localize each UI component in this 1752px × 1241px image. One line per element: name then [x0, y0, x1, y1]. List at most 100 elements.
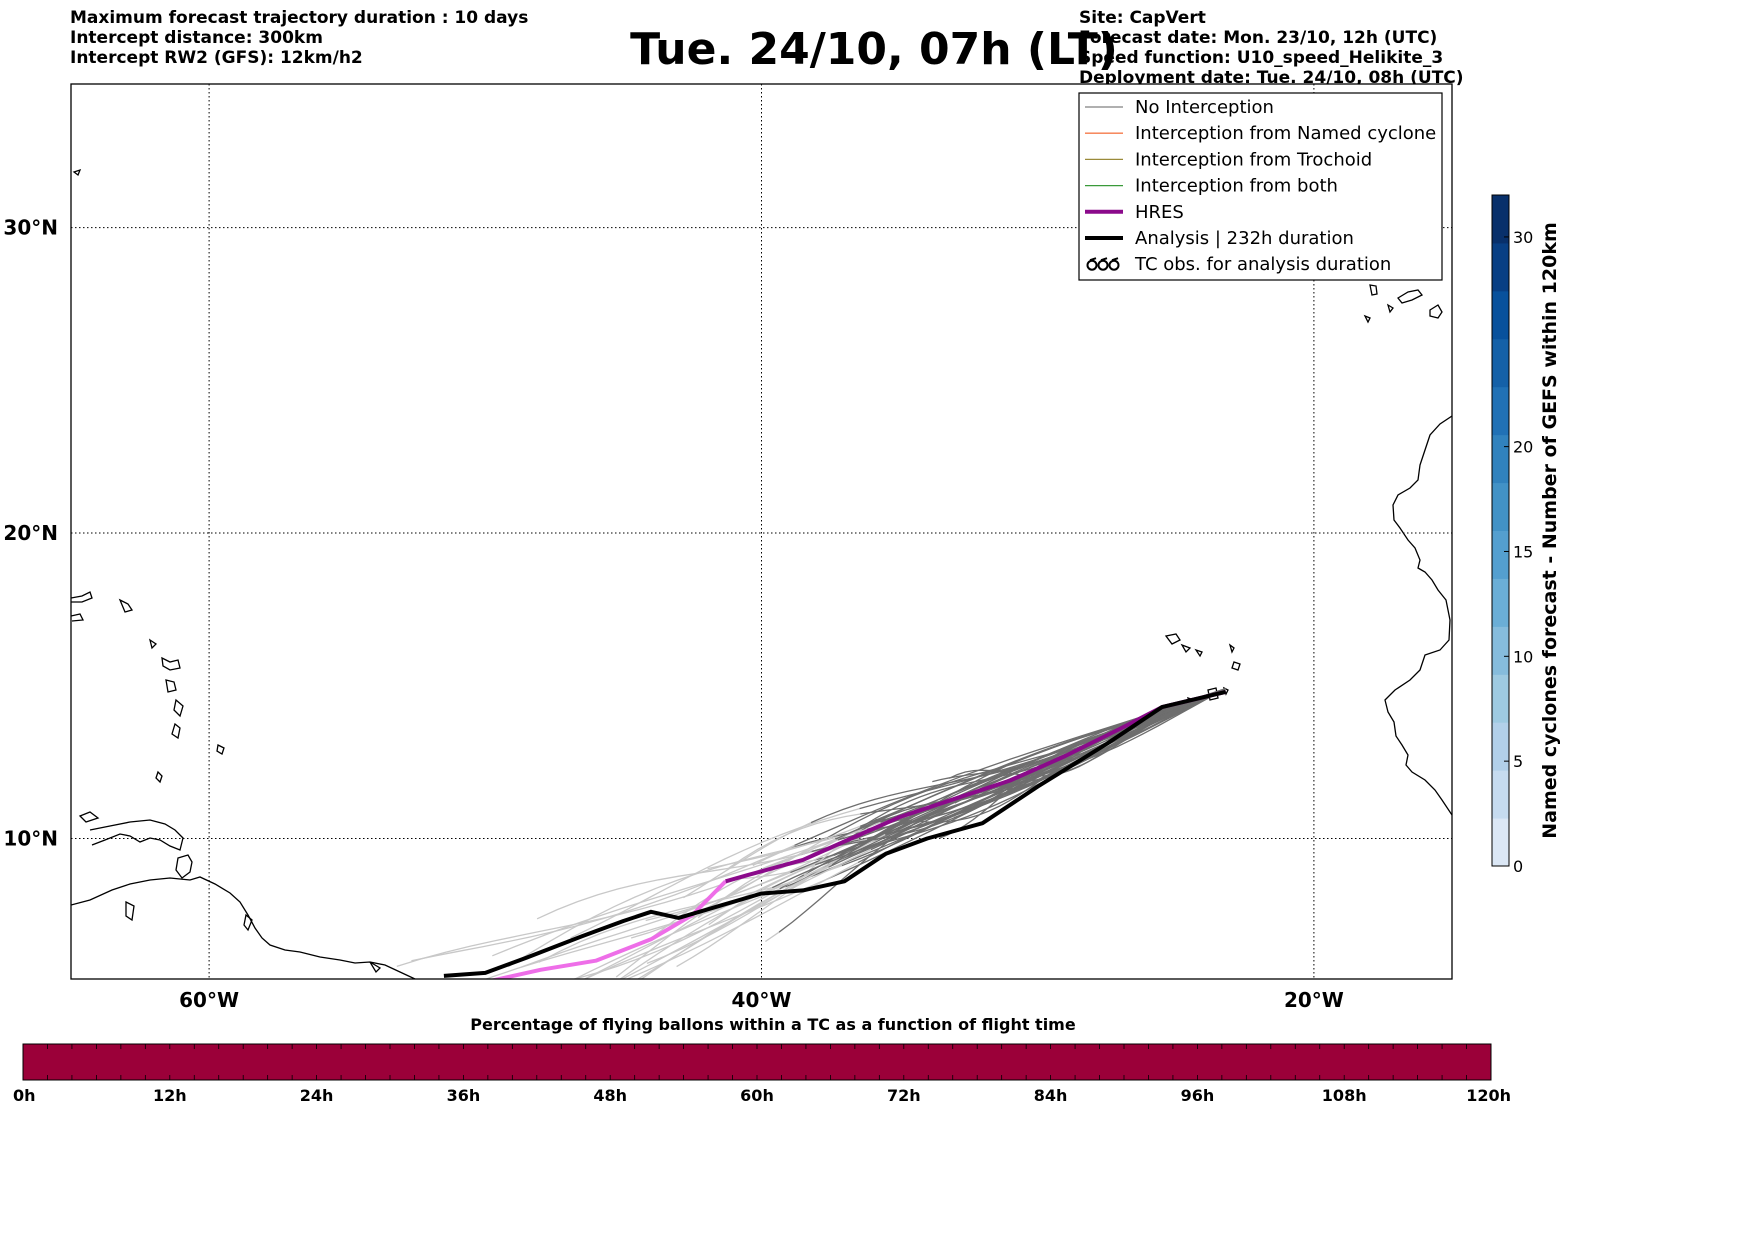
- parallel-label: 30°N: [3, 216, 58, 240]
- legend-label: Interception from Named cyclone: [1135, 123, 1436, 144]
- island-guyana-coast: [369, 961, 382, 974]
- legend-label: Interception from Trochoid: [1135, 149, 1372, 170]
- colorbar-segment: [1492, 770, 1509, 819]
- main-trajectories: [443, 689, 1226, 979]
- coastline-west-africa: [1384, 415, 1452, 816]
- ensemble-track-far: [683, 822, 812, 899]
- colorbar-cyclone-count: 0 5 10 15 20 30 Named cyclones forecast - Numb…: [1491, 194, 1561, 876]
- ensemble-track-far: [536, 842, 841, 920]
- site-info: Site: CapVert Forecast date: Mon. 23/10,…: [1079, 8, 1464, 88]
- flight-time-tick-label: 0h: [13, 1086, 36, 1105]
- colorbar-segment: [1492, 386, 1509, 436]
- cyclone-symbol-tail: [1089, 257, 1097, 262]
- colorbar-segment: [1492, 434, 1509, 484]
- settings-line: Intercept RW2 (GFS): 12km/h2: [70, 48, 363, 68]
- settings-line: Intercept distance: 300km: [70, 28, 323, 48]
- colorbar-tick-label: 30: [1513, 228, 1533, 247]
- settings-line: Maximum forecast trajectory duration : 1…: [70, 8, 529, 28]
- ensemble-track-far: [647, 853, 802, 942]
- flight-time-tick-label: 12h: [153, 1086, 187, 1105]
- flight-time-title: Percentage of flying ballons within a TC…: [470, 1015, 1076, 1034]
- coastline-canary-4: [1363, 314, 1371, 324]
- site-info-line: Speed function: U10_speed_Helikite_3: [1079, 48, 1444, 68]
- hres-track: [725, 689, 1226, 884]
- legend: No Interception Interception from Named c…: [1078, 92, 1443, 281]
- legend-label: No Interception: [1135, 97, 1274, 118]
- ensemble-track-near: [831, 688, 1226, 866]
- legend-label: Interception from both: [1135, 176, 1338, 197]
- island-st-lucia: [161, 656, 181, 671]
- colorbar-flight-time: Percentage of flying ballons within a TC…: [13, 1015, 1511, 1105]
- island-puerto-rico-east: [71, 591, 93, 603]
- ensemble-track-far: [728, 813, 861, 869]
- cyclone-symbol: [1097, 259, 1109, 271]
- island-cape-verde-2: [1180, 643, 1192, 654]
- coastline-canary-2: [1397, 289, 1424, 304]
- parallel-label: 20°N: [3, 521, 58, 545]
- island-grenada: [155, 770, 163, 784]
- flight-time-tick-label: 120h: [1466, 1086, 1511, 1105]
- colorbar-tick-label: 0: [1513, 857, 1523, 876]
- legend-label: TC obs. for analysis duration: [1134, 254, 1391, 275]
- colorbar-segment: [1492, 674, 1509, 723]
- colorbar-tick-label: 15: [1513, 542, 1533, 561]
- island-guadeloupe: [165, 679, 177, 693]
- flight-time-tick-label: 72h: [887, 1086, 921, 1105]
- colorbar-segment: [1492, 818, 1509, 867]
- meridian-label: 60°W: [179, 988, 239, 1012]
- island-cape-verde-5: [1231, 661, 1241, 671]
- colorbar-segment: [1492, 338, 1509, 388]
- meridian-label: 40°W: [732, 988, 792, 1012]
- ensemble-track-far: [636, 888, 787, 979]
- ensemble-track-far: [520, 871, 791, 968]
- colorbar-tick-label: 10: [1513, 647, 1533, 666]
- colorbar-segment: [1492, 290, 1509, 340]
- colorbar-segment: [1492, 242, 1509, 292]
- island-dominica: [171, 722, 181, 740]
- cyclone-symbol-tail: [1111, 257, 1119, 262]
- colorbar-segment: [1492, 530, 1509, 579]
- hres-track-late: [490, 879, 728, 979]
- coastline-canary-5: [1386, 303, 1394, 314]
- colorbar-frame: [1491, 194, 1510, 867]
- flight-time-bar: [22, 1043, 1492, 1081]
- island-virgin-islands: [118, 598, 134, 613]
- ensemble-track-far: [640, 866, 829, 979]
- island-aruba: [78, 811, 100, 823]
- meridian-label: 20°W: [1284, 988, 1344, 1012]
- page-title: Tue. 24/10, 07h (LT): [630, 24, 1118, 75]
- flight-time-tick-label: 96h: [1181, 1086, 1215, 1105]
- ensemble-track-near: [835, 688, 1226, 840]
- island-cape-verde-4: [1228, 643, 1235, 654]
- island-antigua: [148, 638, 158, 650]
- analysis-track: [443, 689, 1226, 978]
- legend-box: [1078, 92, 1443, 281]
- cyclone-symbol: [1108, 259, 1120, 271]
- flight-time-tick-label: 108h: [1322, 1086, 1367, 1105]
- colorbar-segment: [1492, 482, 1509, 531]
- ensemble-track-far: [573, 886, 786, 979]
- ensemble-track-far: [507, 828, 868, 968]
- island-trinidad: [175, 854, 193, 879]
- colorbar-segment: [1492, 195, 1509, 244]
- colorbar-segment: [1492, 722, 1509, 771]
- ensemble-track-near: [778, 688, 1226, 933]
- island-tobago: [125, 900, 135, 922]
- island-martinique: [173, 698, 184, 718]
- coastline-venezuela-gulf: [89, 819, 184, 851]
- island-margarita: [243, 913, 253, 932]
- axis-labels: 60°W 40°W 20°W 30°N 20°N 10°N: [3, 216, 1343, 1012]
- colorbar-segment: [1492, 578, 1509, 627]
- flight-time-tick-label: 48h: [593, 1086, 627, 1105]
- coastline-canary-islands: [1369, 284, 1378, 296]
- flight-time-tick-label: 36h: [447, 1086, 481, 1105]
- flight-time-tick-label: 84h: [1034, 1086, 1068, 1105]
- site-info-line: Deployment date: Tue. 24/10, 08h (UTC): [1079, 68, 1464, 88]
- colorbar-tick-label: 5: [1513, 752, 1523, 771]
- island-cape-verde-north: [1164, 633, 1181, 645]
- island-barbados: [216, 744, 225, 755]
- colorbar-title: Named cyclones forecast - Number of GEFS…: [1539, 222, 1561, 839]
- legend-label: HRES: [1135, 202, 1184, 223]
- flight-time-tick-label: 24h: [300, 1086, 334, 1105]
